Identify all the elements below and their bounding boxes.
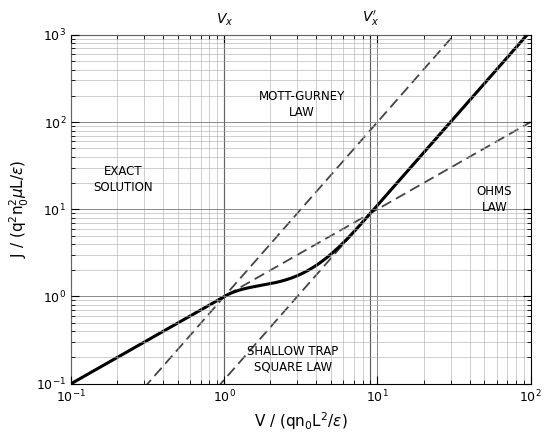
Text: OHMS
LAW: OHMS LAW (476, 185, 512, 214)
Text: EXACT
SOLUTION: EXACT SOLUTION (94, 165, 153, 194)
Text: SHALLOW TRAP
SQUARE LAW: SHALLOW TRAP SQUARE LAW (247, 345, 339, 374)
Text: $V_x$: $V_x$ (216, 11, 233, 28)
Text: MOTT-GURNEY
LAW: MOTT-GURNEY LAW (259, 90, 345, 119)
X-axis label: V / (qn$_0$L$^2$/$\varepsilon$): V / (qn$_0$L$^2$/$\varepsilon$) (254, 411, 348, 433)
Y-axis label: J / (q$^2$n$_0^2$$\mu$L/$\varepsilon$): J / (q$^2$n$_0^2$$\mu$L/$\varepsilon$) (8, 160, 31, 259)
Text: $V_x'$: $V_x'$ (362, 9, 379, 28)
